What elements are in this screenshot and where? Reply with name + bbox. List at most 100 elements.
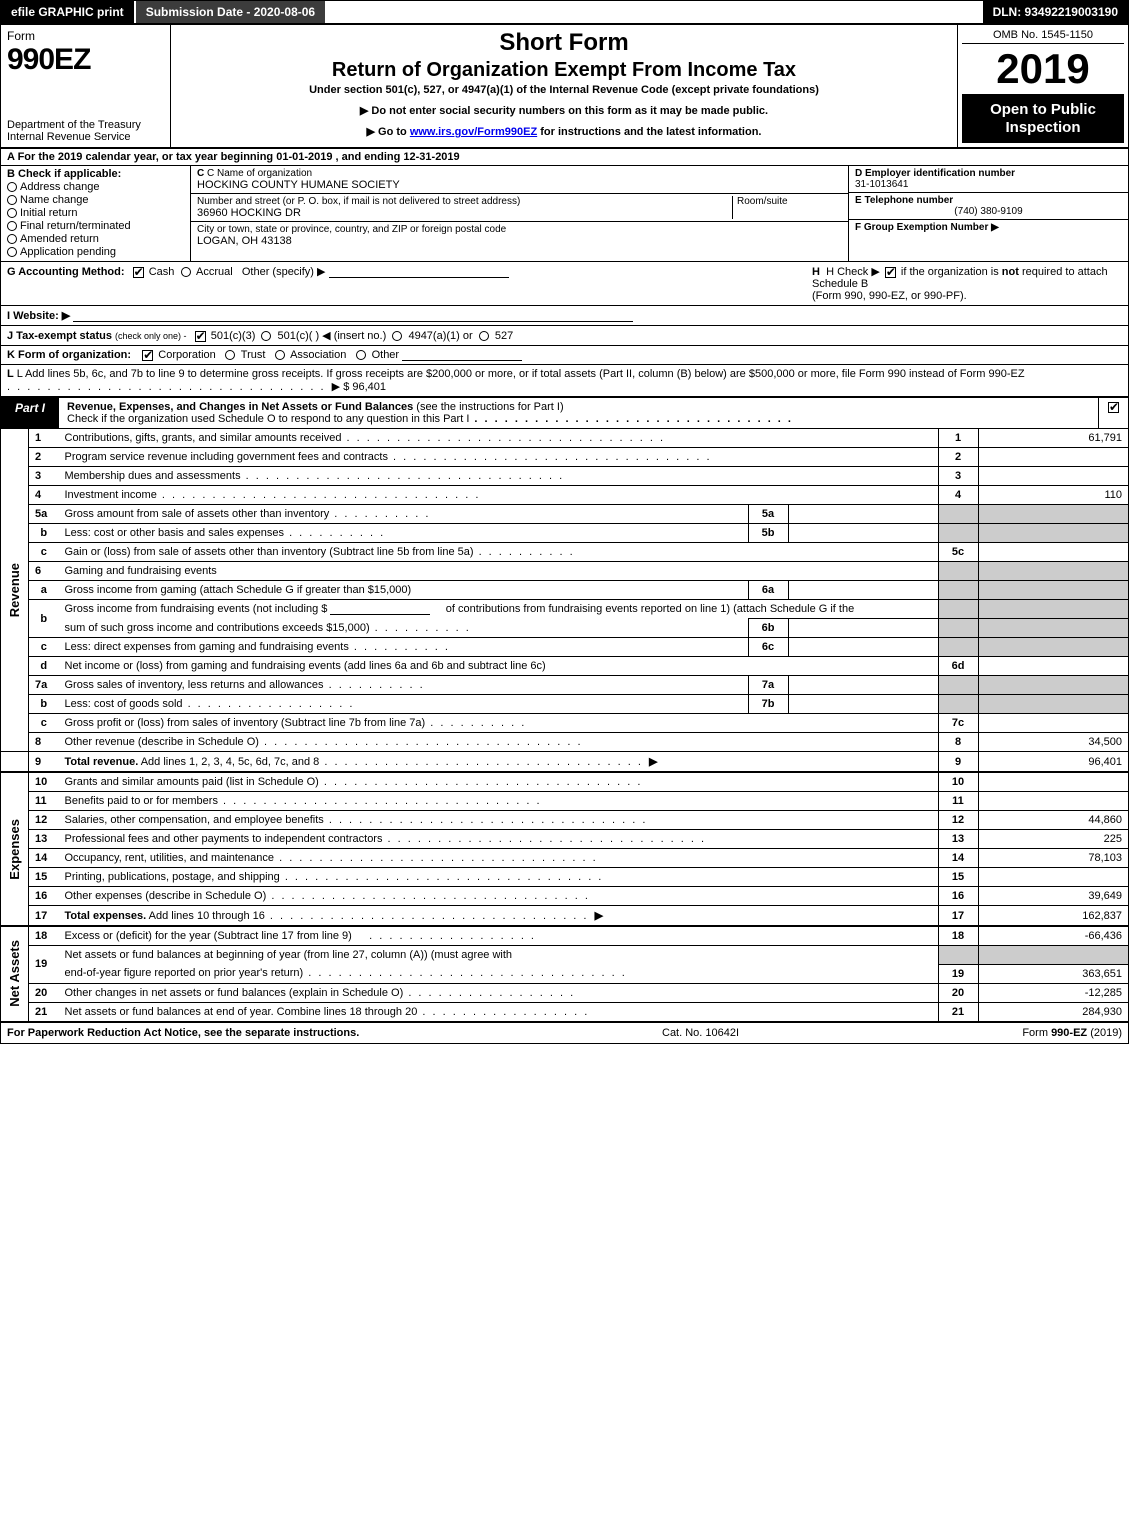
r5a-mb: 5a [748, 505, 788, 524]
row-5c: c Gain or (loss) from sale of assets oth… [1, 543, 1128, 562]
r5a-mbv [788, 505, 938, 524]
chk-amended-return[interactable]: Amended return [7, 233, 184, 245]
r9-num: 9 [29, 752, 59, 773]
row-5b: b Less: cost or other basis and sales ex… [1, 524, 1128, 543]
chk-trust[interactable] [225, 350, 235, 360]
l-text: L Add lines 5b, 6c, and 7b to line 9 to … [17, 368, 1025, 380]
r9-lineno: 9 [938, 752, 978, 773]
r14-desc: Occupancy, rent, utilities, and maintena… [65, 852, 598, 864]
row-2: 2 Program service revenue including gove… [1, 448, 1128, 467]
chk-final-return[interactable]: Final return/terminated [7, 220, 184, 232]
r18-lineno: 18 [938, 926, 978, 946]
r7b-mbv [788, 695, 938, 714]
row-14: 14 Occupancy, rent, utilities, and maint… [1, 849, 1128, 868]
submission-date-label: Submission Date - 2020-08-06 [136, 1, 325, 23]
r5c-lineno: 5c [938, 543, 978, 562]
chk-other-org[interactable] [356, 350, 366, 360]
row-8: 8 Other revenue (describe in Schedule O)… [1, 733, 1128, 752]
r3-num: 3 [29, 467, 59, 486]
chk-final-return-label: Final return/terminated [20, 220, 131, 232]
r6d-amount [978, 657, 1128, 676]
r6c-mb: 6c [748, 638, 788, 657]
row-6b: b Gross income from fundraising events (… [1, 600, 1128, 619]
l-amount: 96,401 [352, 381, 386, 393]
r7a-num: 7a [29, 676, 59, 695]
page-footer: For Paperwork Reduction Act Notice, see … [1, 1021, 1128, 1043]
chk-application-pending[interactable]: Application pending [7, 246, 184, 258]
r8-amount: 34,500 [978, 733, 1128, 752]
footer-form-year: (2019) [1087, 1027, 1122, 1039]
j-o2a: ◀ (insert no.) [322, 330, 386, 342]
form-number: 990EZ [7, 43, 90, 76]
chk-corporation[interactable] [142, 350, 153, 361]
g-cash: Cash [149, 266, 175, 278]
chk-initial-return[interactable]: Initial return [7, 207, 184, 219]
header-subtitle: Under section 501(c), 527, or 4947(a)(1)… [179, 84, 949, 96]
chk-accrual[interactable] [181, 267, 191, 277]
r17-desc: Total expenses. [65, 910, 147, 922]
org-address-row: Number and street (or P. O. box, if mail… [191, 194, 848, 222]
header-note-link: ▶ Go to www.irs.gov/Form990EZ for instru… [179, 125, 949, 138]
gross-receipts-row: L L Add lines 5b, 6c, and 7b to line 9 t… [1, 365, 1128, 396]
r5b-num: b [29, 524, 59, 543]
r16-amount: 39,649 [978, 887, 1128, 906]
omb-number: OMB No. 1545-1150 [962, 29, 1124, 44]
r16-lineno: 16 [938, 887, 978, 906]
chk-501c[interactable] [261, 331, 271, 341]
form-of-organization-row: K Form of organization: Corporation Trus… [1, 346, 1128, 365]
chk-527[interactable] [479, 331, 489, 341]
c-label: C Name of organization [207, 168, 312, 179]
tax-year: 2019 [962, 44, 1124, 95]
chk-cash[interactable] [133, 267, 144, 278]
h-text4: (Form 990, 990-EZ, or 990-PF). [812, 290, 967, 302]
r7b-mb: 7b [748, 695, 788, 714]
r6a-mb: 6a [748, 581, 788, 600]
chk-4947[interactable] [392, 331, 402, 341]
phone-block: E Telephone number (740) 380-9109 [849, 193, 1128, 220]
part-i-checkbox[interactable] [1098, 398, 1128, 428]
r10-desc: Grants and similar amounts paid (list in… [65, 776, 643, 788]
chk-name-change[interactable]: Name change [7, 194, 184, 206]
ein-block: D Employer identification number 31-1013… [849, 166, 1128, 193]
chk-schedule-b[interactable] [885, 267, 896, 278]
chk-501c3[interactable] [195, 331, 206, 342]
r6b-d2: of contributions from fundraising events… [446, 603, 854, 615]
row-4: 4 Investment income 4 110 [1, 486, 1128, 505]
r15-num: 15 [29, 868, 59, 887]
note2-post: for instructions and the latest informat… [537, 126, 761, 138]
irs-link[interactable]: www.irs.gov/Form990EZ [410, 126, 537, 138]
lineA-pre: A For the 2019 calendar year, or tax yea… [7, 151, 276, 163]
h-schedule-b: H H Check ▶ if the organization is not r… [812, 265, 1122, 302]
r21-num: 21 [29, 1002, 59, 1021]
r7c-lineno: 7c [938, 714, 978, 733]
r11-desc: Benefits paid to or for members [65, 795, 542, 807]
r7a-mb: 7a [748, 676, 788, 695]
r5c-amount [978, 543, 1128, 562]
g-accrual: Accrual [196, 266, 233, 278]
website-input[interactable] [73, 310, 633, 322]
g-other-input[interactable] [329, 266, 509, 278]
chk-address-change[interactable]: Address change [7, 181, 184, 193]
footer-formid: Form 990-EZ (2019) [922, 1027, 1122, 1039]
r6b-amount-input[interactable] [330, 603, 430, 615]
title-short-form: Short Form [179, 29, 949, 57]
form-word: Form [7, 29, 35, 43]
dln-label: DLN: 93492219003190 [983, 1, 1128, 23]
k-o2: Trust [241, 349, 266, 361]
efile-print-button[interactable]: efile GRAPHIC print [1, 1, 136, 23]
expenses-side-label: Expenses [7, 819, 22, 880]
k-other-input[interactable] [402, 349, 522, 361]
chk-initial-return-label: Initial return [20, 207, 77, 219]
r20-lineno: 20 [938, 983, 978, 1002]
r17-arrow: ▶ [595, 910, 603, 922]
j-label: J Tax-exempt status [7, 330, 112, 342]
row-6b-cont: sum of such gross income and contributio… [1, 619, 1128, 638]
r13-desc: Professional fees and other payments to … [65, 833, 707, 845]
room-label: Room/suite [737, 196, 788, 207]
j-o2: 501(c)( ) [278, 330, 320, 342]
r19-num: 19 [29, 946, 59, 984]
r19-desc: Net assets or fund balances at beginning… [59, 946, 939, 965]
chk-association[interactable] [275, 350, 285, 360]
r6d-lineno: 6d [938, 657, 978, 676]
r11-num: 11 [29, 792, 59, 811]
